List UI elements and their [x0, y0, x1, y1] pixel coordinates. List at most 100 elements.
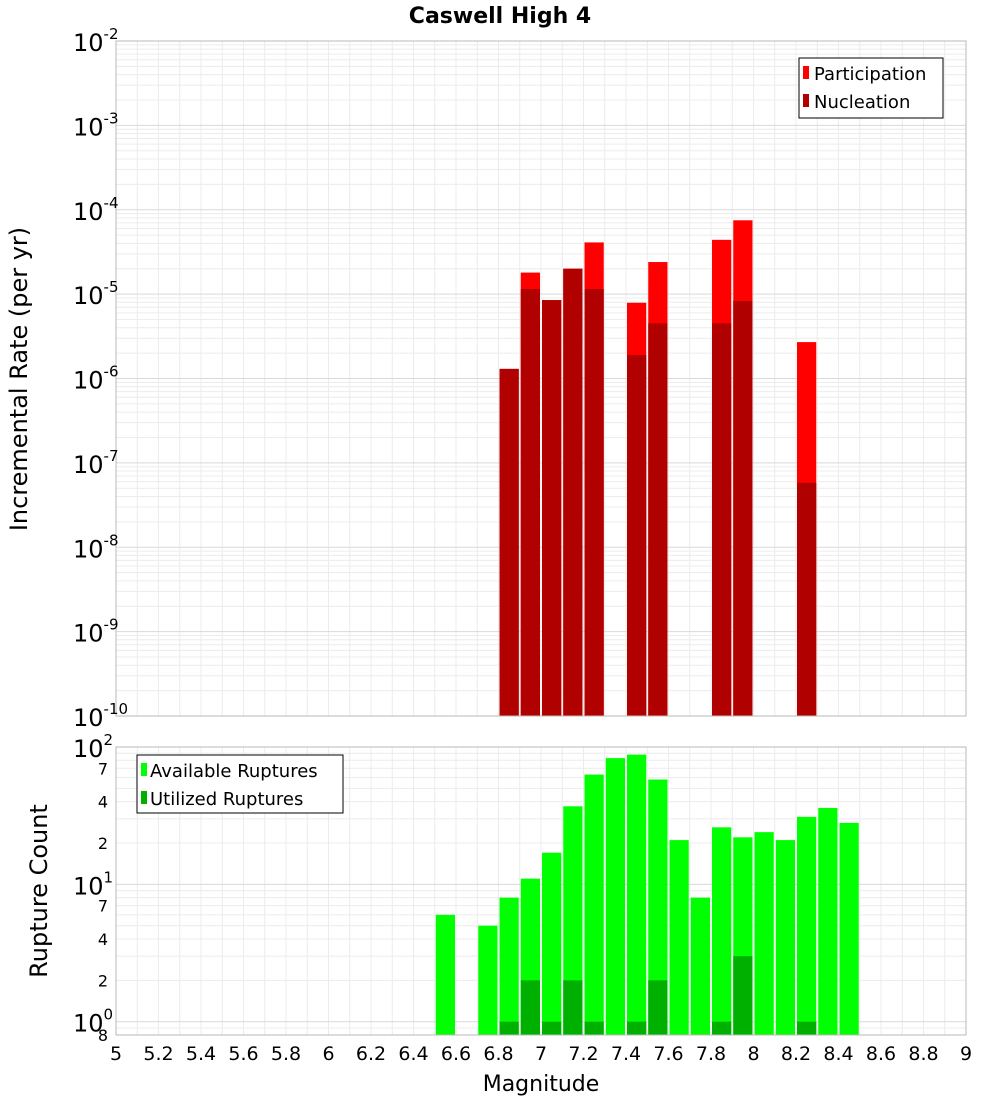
x-tick-label: 7: [535, 1043, 547, 1065]
x-tick-label: 7.4: [611, 1043, 641, 1065]
x-axis-ticks: 5 5.2 5.4 5.6 5.8 6 6.2 6.4 6.6 6.8 7 7.2 7.4 7.6 7.8 8…: [110, 1043, 972, 1065]
x-tick-label: 6: [322, 1043, 334, 1065]
top-y-tick-label: 10-10: [73, 700, 128, 732]
top-y-tick-label: 10-5: [73, 278, 119, 310]
bottom-y-minor-tick-label: 4: [98, 793, 108, 812]
x-tick-label: 7.2: [568, 1043, 598, 1065]
bottom-bar-series-1: [648, 980, 668, 1035]
x-tick-label: 8: [747, 1043, 759, 1065]
bottom-bar-series-1: [542, 1021, 562, 1035]
bottom-bar-series-0: [669, 840, 689, 1035]
top-grid: [115, 41, 967, 717]
legend-label-utilized: Utilized Ruptures: [150, 789, 303, 810]
top-panel: 10-2 10-3 10-4 10-5 10-6 10-7 10-8 10-9 10-10 In…: [5, 25, 967, 732]
top-y-tick-label: 10-4: [73, 194, 119, 226]
x-tick-label: 5.6: [228, 1043, 258, 1065]
top-bar-series-1: [797, 482, 817, 716]
top-bar-series-1: [712, 323, 732, 716]
bottom-plot-frame: [115, 746, 967, 1036]
top-legend-box: [798, 57, 944, 119]
top-bar-series-1: [627, 354, 647, 716]
x-tick-label: 8.4: [823, 1043, 853, 1065]
top-bar-series-1: [584, 289, 604, 716]
x-tick-label: 6.6: [441, 1043, 471, 1065]
x-axis-title: Magnitude: [483, 1072, 600, 1097]
legend-swatch-utilized: [141, 791, 147, 804]
top-bar-series-1: [563, 268, 583, 716]
bottom-bar-series-0: [712, 827, 732, 1035]
bottom-bar-series-0: [648, 779, 668, 1035]
bottom-bar-series-0: [818, 807, 838, 1035]
top-y-tick-label: 10-8: [73, 531, 119, 563]
x-tick-label: 8.2: [781, 1043, 811, 1065]
bottom-legend: Available Ruptures Utilized Ruptures: [136, 754, 344, 814]
bottom-bar-series-0: [754, 832, 774, 1035]
bottom-bar-series-0: [605, 758, 625, 1035]
x-tick-label: 5.2: [143, 1043, 173, 1065]
top-bar-series-1: [520, 289, 540, 716]
bottom-bar-series-0: [499, 897, 519, 1035]
bottom-bar-series-0: [690, 897, 710, 1035]
bottom-bar-series-0: [542, 852, 562, 1035]
x-tick-label: 8.8: [908, 1043, 938, 1065]
x-tick-label: 6.4: [398, 1043, 428, 1065]
bottom-y-minor-tick-label: 7: [98, 897, 108, 916]
x-tick-label: 7.8: [696, 1043, 726, 1065]
bottom-y-tick-label: 102: [73, 731, 113, 763]
bottom-y-ticks: 102 101 100 7 4 2 7 4 2 8: [73, 731, 113, 1045]
legend-label-participation: Participation: [814, 64, 926, 85]
bottom-y-minor-tick-label: 2: [98, 834, 108, 853]
bottom-bar-series-0: [797, 816, 817, 1035]
bottom-bar-series-1: [520, 980, 540, 1035]
bottom-bar-series-1: [499, 1021, 519, 1035]
bottom-y-tick-label: 101: [73, 868, 113, 900]
x-tick-label: 8.6: [866, 1043, 896, 1065]
bottom-bar-series-0: [563, 806, 583, 1035]
bottom-bar-series-0: [839, 822, 859, 1035]
bottom-y-axis-title: Rupture Count: [25, 804, 53, 978]
bottom-bar-series-1: [584, 1021, 604, 1035]
x-tick-label: 9: [960, 1043, 972, 1065]
top-bars: [499, 220, 817, 717]
legend-label-nucleation: Nucleation: [814, 92, 910, 113]
legend-swatch-nucleation: [803, 94, 809, 107]
bottom-bar-series-0: [584, 774, 604, 1035]
x-tick-label: 5.8: [271, 1043, 301, 1065]
legend-swatch-participation: [803, 66, 809, 79]
x-tick-label: 5: [110, 1043, 122, 1065]
x-tick-label: 5.4: [186, 1043, 216, 1065]
bottom-bar-series-0: [627, 754, 647, 1035]
top-y-tick-label: 10-2: [73, 25, 119, 57]
top-y-ticks: 10-2 10-3 10-4 10-5 10-6 10-7 10-8 10-9 10-10: [73, 25, 128, 732]
bottom-panel: 102 101 100 7 4 2 7 4 2 8 Rupture Count Available…: [25, 731, 967, 1045]
chart-title: Caswell High 4: [409, 4, 591, 29]
bottom-y-minor-tick-label: 2: [98, 971, 108, 990]
top-y-tick-label: 10-3: [73, 109, 119, 141]
bottom-y-minor-tick-label: 4: [98, 930, 108, 949]
top-bar-series-1: [648, 323, 668, 716]
top-bar-series-1: [542, 300, 562, 716]
bottom-bar-series-1: [563, 980, 583, 1035]
x-tick-label: 7.6: [653, 1043, 683, 1065]
bottom-bar-series-1: [797, 1021, 817, 1035]
bottom-bar-series-0: [435, 914, 455, 1035]
top-y-tick-label: 10-9: [73, 616, 119, 648]
legend-label-available: Available Ruptures: [150, 761, 318, 782]
bottom-bar-series-1: [627, 1021, 647, 1035]
legend-swatch-available: [141, 763, 147, 776]
top-y-tick-label: 10-7: [73, 447, 119, 479]
top-bar-series-1: [733, 300, 753, 716]
top-bar-series-1: [499, 368, 519, 716]
top-y-axis-title: Incremental Rate (per yr): [5, 227, 33, 531]
bottom-bar-series-0: [775, 840, 795, 1035]
bottom-bar-series-1: [712, 1021, 732, 1035]
bottom-y-minor-tick-label: 7: [98, 759, 108, 778]
bottom-bar-series-1: [733, 956, 753, 1035]
bottom-y-tick-label: 100: [73, 1006, 113, 1038]
x-tick-label: 6.8: [483, 1043, 513, 1065]
bottom-y-minor-tick-label: 8: [98, 1026, 108, 1045]
top-legend: Participation Nucleation: [798, 57, 944, 119]
bottom-bar-series-0: [478, 925, 498, 1035]
bottom-bars: [435, 754, 859, 1035]
